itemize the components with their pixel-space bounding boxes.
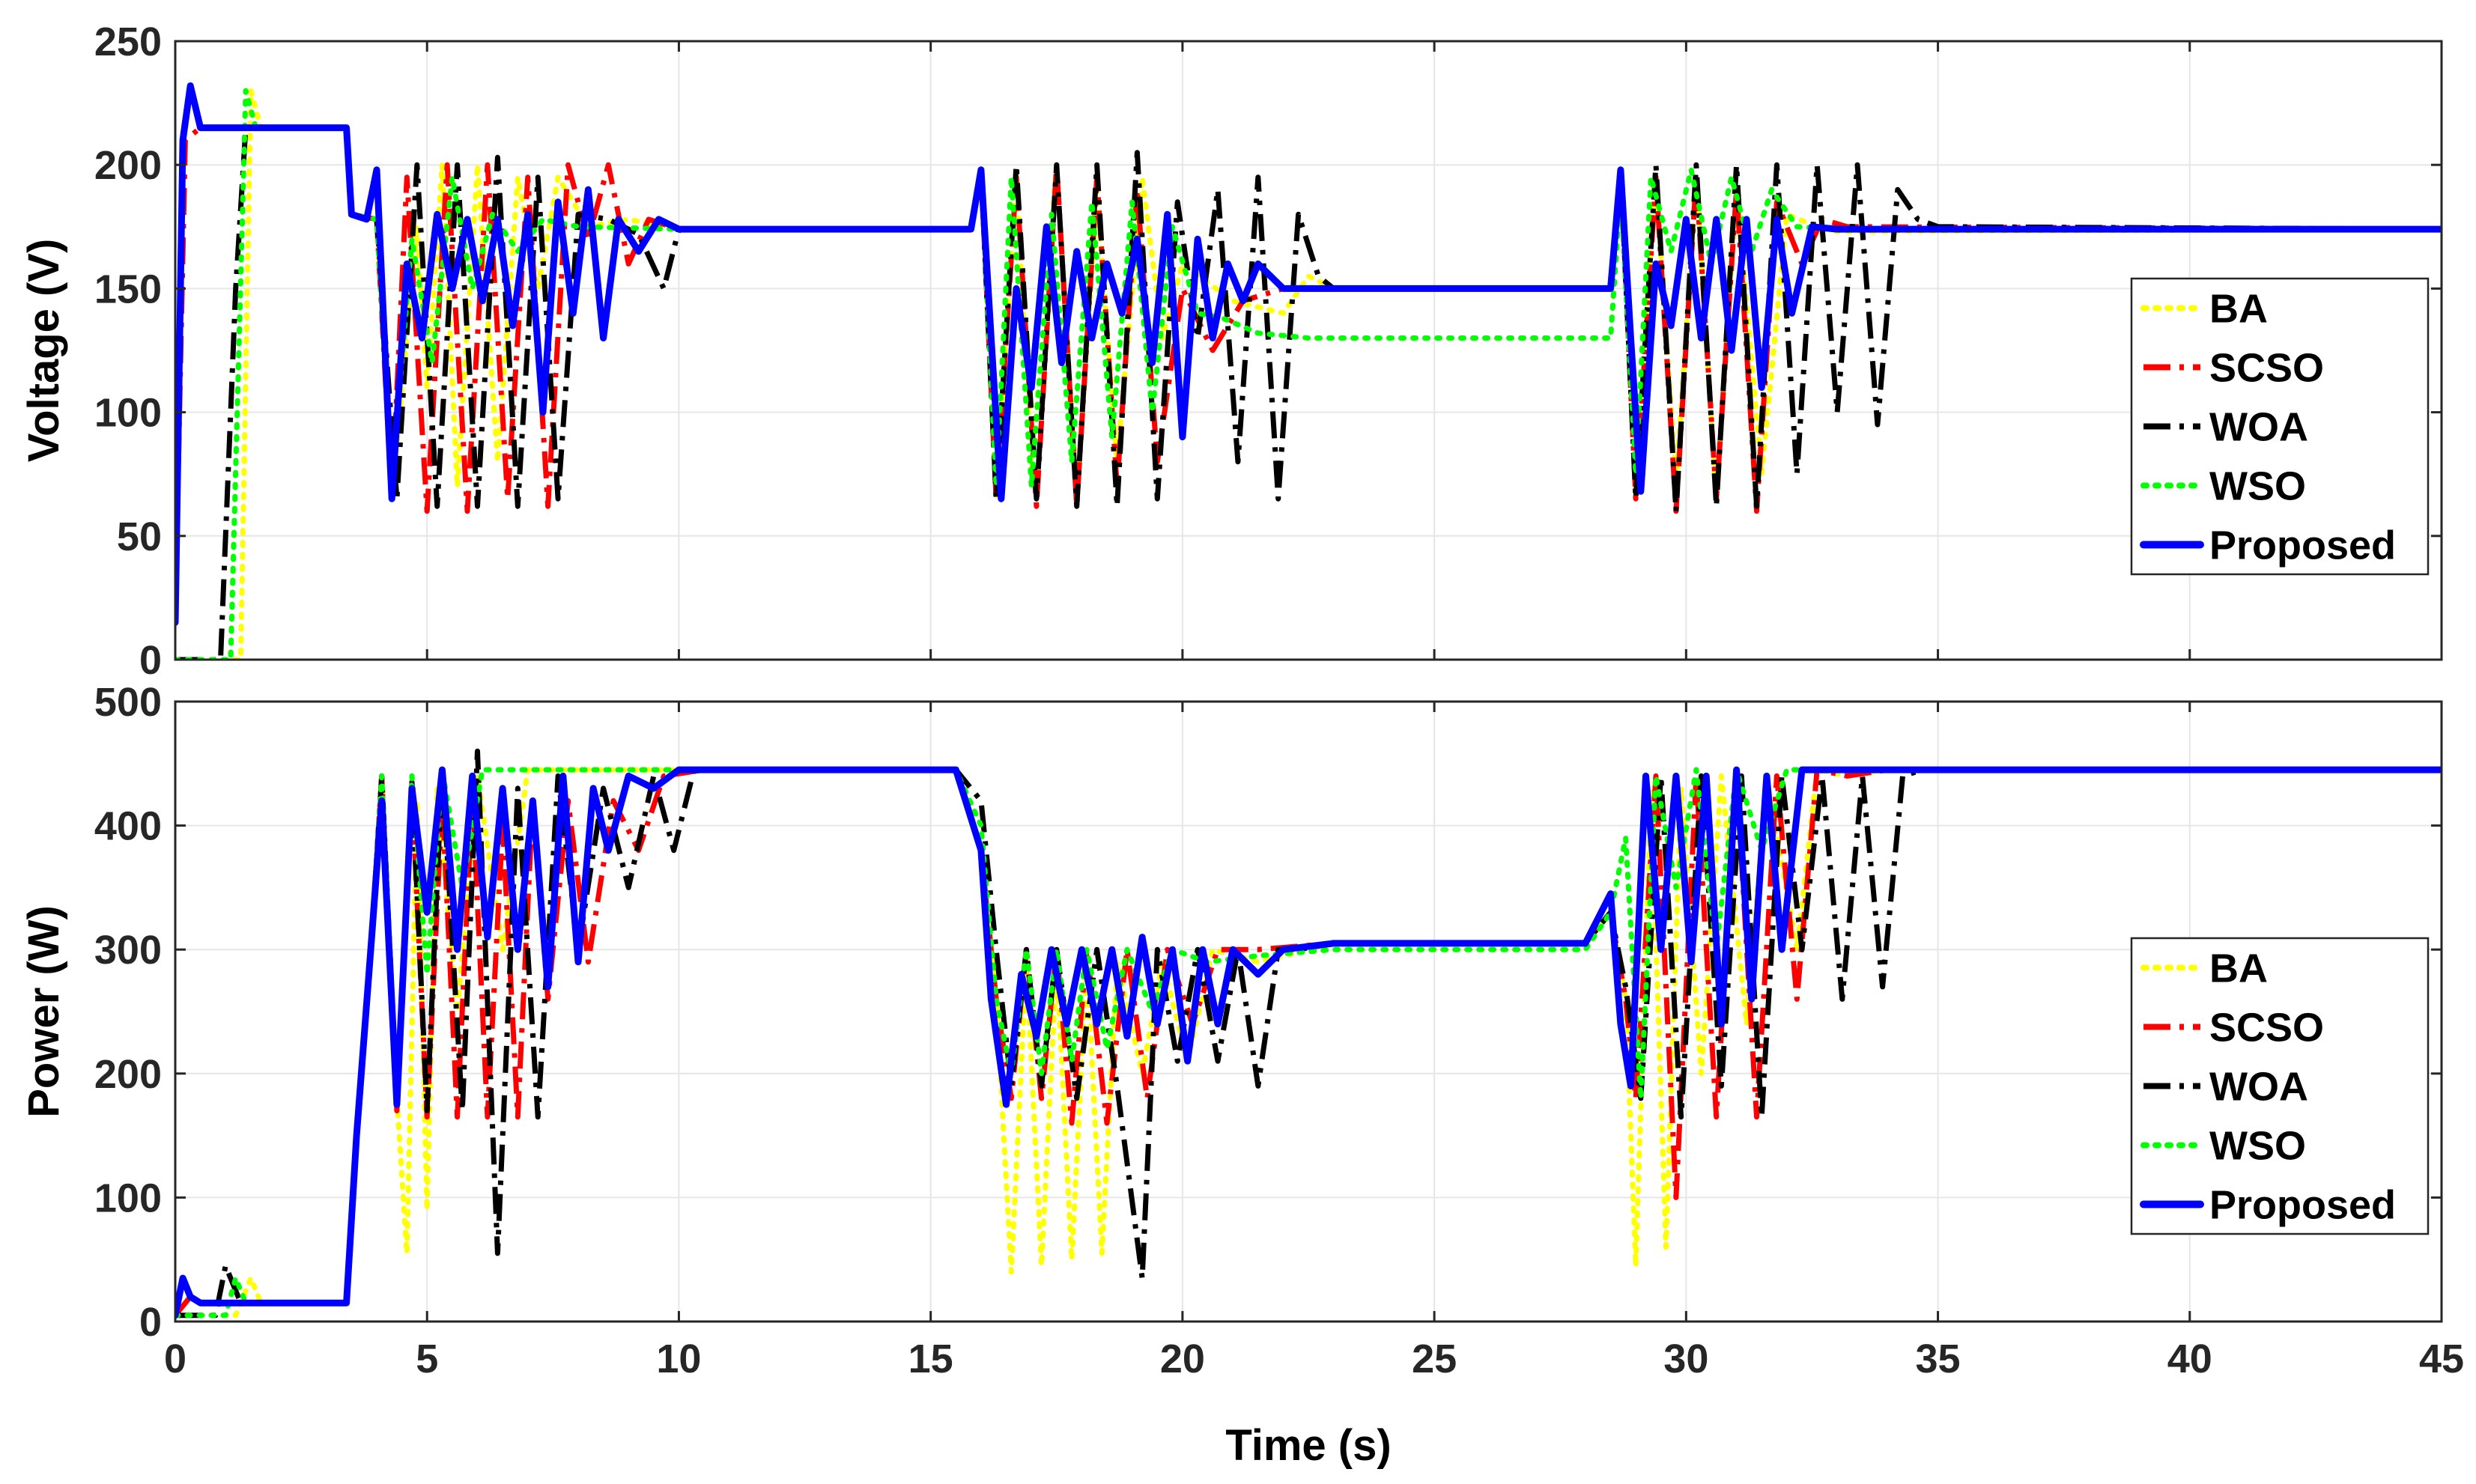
power-legend-label-proposed: Proposed xyxy=(2209,1183,2396,1228)
x-tick-label: 10 xyxy=(656,1336,701,1381)
power-y-tick-label: 400 xyxy=(94,804,162,849)
voltage-legend-label-ba: BA xyxy=(2209,287,2268,332)
voltage-series-woa xyxy=(175,125,2442,660)
power-y-tick-label: 0 xyxy=(139,1300,162,1345)
x-tick-label: 25 xyxy=(1412,1336,1457,1381)
voltage-legend-label-proposed: Proposed xyxy=(2209,523,2396,568)
power-series-proposed xyxy=(175,766,2442,1319)
voltage-axes-box xyxy=(174,40,2443,661)
power-legend-label-scso: SCSO xyxy=(2209,1006,2324,1050)
x-tick-label: 45 xyxy=(2419,1336,2464,1381)
power-y-tick-label: 100 xyxy=(94,1176,162,1220)
voltage-plot-area xyxy=(175,41,2442,660)
voltage-y-tick-label: 100 xyxy=(94,391,162,436)
power-y-tick-label: 300 xyxy=(94,928,162,973)
voltage-y-tick-label: 200 xyxy=(94,143,162,188)
power-legend-label-wso: WSO xyxy=(2209,1124,2306,1169)
power-legend-label-ba: BA xyxy=(2209,946,2268,991)
voltage-legend-label-woa: WOA xyxy=(2209,405,2308,450)
x-tick-label: 30 xyxy=(1663,1336,1708,1381)
x-tick-label: 40 xyxy=(2167,1336,2212,1381)
voltage-y-axis-label: Voltage (V) xyxy=(19,239,68,463)
voltage-y-tick-label: 50 xyxy=(117,514,162,559)
power-y-tick-label: 200 xyxy=(94,1052,162,1097)
power-panel: 0 5 10 15 20 25 30 35 40 45 0 100 200 300 400 500 Power… xyxy=(19,680,2464,1470)
x-tick-label: 5 xyxy=(416,1336,438,1381)
x-tick-label: 20 xyxy=(1160,1336,1205,1381)
x-tick-label: 15 xyxy=(908,1336,953,1381)
voltage-series-proposed xyxy=(175,82,2442,626)
power-y-tick-label: 500 xyxy=(94,680,162,725)
x-axis-label: Time (s) xyxy=(1225,1421,1391,1470)
voltage-legend-label-scso: SCSO xyxy=(2209,346,2324,391)
voltage-y-tick-label: 0 xyxy=(139,638,162,683)
voltage-y-tick-label: 150 xyxy=(94,267,162,311)
voltage-legend-label-wso: WSO xyxy=(2209,464,2306,509)
power-series-woa xyxy=(175,748,2442,1319)
voltage-y-tick-label: 250 xyxy=(94,19,162,64)
x-tick-label: 35 xyxy=(1916,1336,1961,1381)
voltage-panel: 0 50 100 150 200 250 Voltage (V) BA SCSO WOA WSO… xyxy=(19,19,2443,683)
power-axes-box xyxy=(174,700,2443,1323)
x-tick-label: 0 xyxy=(164,1336,186,1381)
power-plot-area xyxy=(175,702,2442,1322)
power-legend-label-woa: WOA xyxy=(2209,1065,2308,1110)
power-y-axis-label: Power (W) xyxy=(19,905,68,1118)
